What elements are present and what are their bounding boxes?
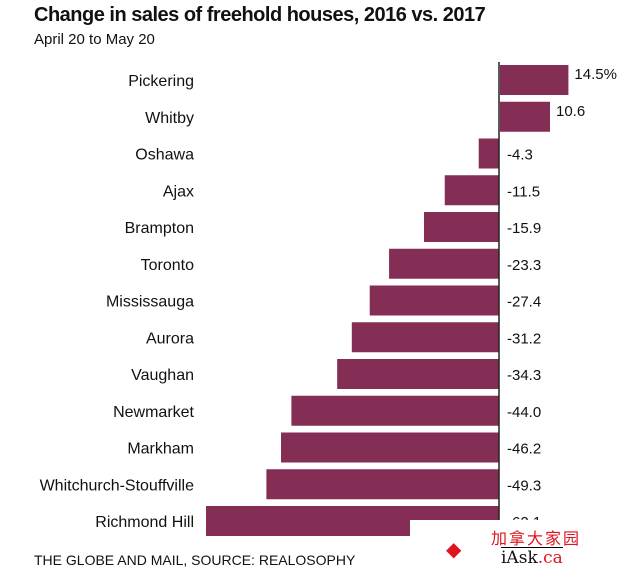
value-label: -15.9 <box>507 220 541 237</box>
category-label: Newmarket <box>113 404 194 421</box>
category-label: Brampton <box>125 220 194 237</box>
value-label: 14.5% <box>574 66 617 83</box>
category-label: Markham <box>127 441 194 458</box>
value-label: -49.3 <box>507 477 541 494</box>
category-label: Mississauga <box>106 294 194 311</box>
bar-pickering <box>500 65 569 95</box>
value-label: -34.3 <box>507 367 541 384</box>
bar-whitby <box>500 101 551 132</box>
bar-aurora <box>351 322 499 353</box>
category-label: Aurora <box>146 330 194 347</box>
category-label: Ajax <box>163 183 194 200</box>
bar-oshawa <box>478 138 499 169</box>
category-label: Toronto <box>141 257 194 274</box>
category-label: Richmond Hill <box>95 514 194 531</box>
chart-title: Change in sales of freehold houses, 2016… <box>34 4 486 26</box>
bar-toronto <box>389 248 499 279</box>
watermark-en: iAsk.ca <box>501 547 563 568</box>
chart-subtitle: April 20 to May 20 <box>34 31 155 48</box>
value-label: -23.3 <box>507 257 541 274</box>
watermark-cn: 加拿大家园 <box>491 529 582 548</box>
bar-markham <box>281 432 499 463</box>
watermark-logo-icon: ◆ <box>446 539 462 561</box>
value-label: -31.2 <box>507 330 541 347</box>
bar-ajax <box>444 175 499 206</box>
bar-vaughan <box>337 359 499 389</box>
category-label: Whitby <box>145 110 194 127</box>
value-label: 10.6 <box>556 103 585 120</box>
bar-mississauga <box>369 285 499 316</box>
value-label: -44.0 <box>507 404 541 421</box>
bar-whitchurch-stouffville <box>266 469 499 500</box>
category-label: Oshawa <box>135 147 194 164</box>
value-label: -11.5 <box>507 183 540 200</box>
category-label: Vaughan <box>131 367 194 384</box>
value-label: -27.4 <box>507 294 541 311</box>
source-note: THE GLOBE AND MAIL, SOURCE: REALOSOPHY <box>34 552 356 568</box>
category-label: Whitchurch-Stouffville <box>40 477 195 494</box>
bar-brampton <box>423 212 499 242</box>
watermark: ◆ 加拿大家园 iAsk.ca <box>410 520 640 574</box>
category-label: Pickering <box>128 73 194 90</box>
watermark-en-suffix: .ca <box>537 548 563 568</box>
watermark-en-text: iAsk <box>501 548 538 568</box>
value-label: -4.3 <box>507 147 533 164</box>
value-label: -46.2 <box>507 441 541 458</box>
bar-newmarket <box>291 395 499 426</box>
